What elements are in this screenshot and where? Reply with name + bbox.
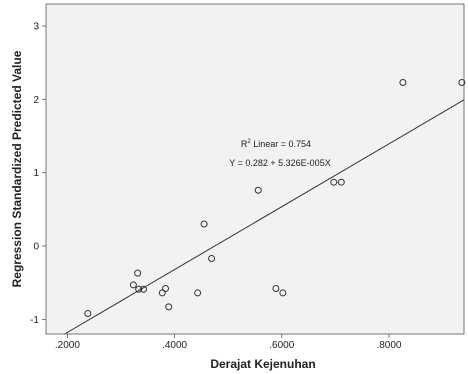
data-point (399, 78, 407, 86)
x-tick-label: .8000 (376, 340, 401, 351)
x-axis: .2000 .4000 .6000 .8000 (55, 334, 402, 351)
data-point (458, 78, 466, 86)
data-point (272, 285, 280, 293)
data-point (330, 178, 338, 186)
y-tick-label: -1 (30, 315, 39, 326)
r-squared-annotation: R2 Linear = 0.754 (241, 139, 311, 149)
y-axis-title: Regression Standardized Predicted Value (10, 50, 24, 287)
plot-area (45, 3, 465, 335)
data-point (84, 309, 92, 317)
fit-line-layer (64, 99, 465, 335)
y-axis: -1 0 1 2 3 (30, 22, 46, 326)
x-tick-label: .2000 (55, 340, 80, 351)
data-point (135, 285, 143, 293)
data-point (129, 281, 137, 289)
y-tick-label: 0 (33, 242, 39, 253)
data-point (254, 186, 262, 194)
y-tick-label: 2 (33, 95, 39, 106)
data-point (279, 289, 287, 297)
x-axis-title: Derajat Kejenuhan (210, 357, 315, 371)
x-tick-label: .4000 (162, 340, 187, 351)
data-point (162, 285, 170, 293)
data-point (200, 220, 208, 228)
data-point (158, 289, 166, 297)
y-tick-label: 3 (33, 22, 39, 33)
regression-equation-annotation: Y = 0.282 + 5.326E-005X (229, 158, 330, 168)
data-point (208, 254, 216, 262)
fit-line (64, 99, 465, 335)
points-layer (84, 78, 466, 317)
data-point (134, 269, 142, 277)
y-tick-label: 1 (33, 168, 39, 179)
data-point (194, 289, 202, 297)
data-point (337, 178, 345, 186)
x-tick-label: .6000 (269, 340, 294, 351)
data-point (140, 285, 148, 293)
data-point (165, 303, 173, 311)
